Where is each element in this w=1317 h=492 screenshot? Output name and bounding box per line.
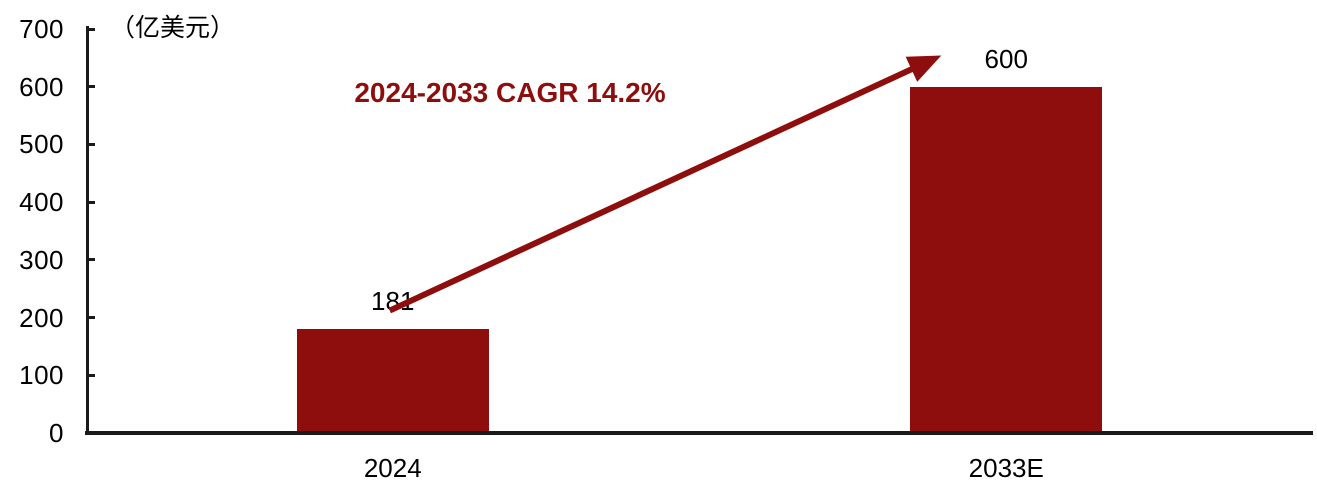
bar-2024	[296, 328, 489, 431]
y-axis-line	[86, 26, 89, 434]
y-axis-tick-label: 600	[19, 71, 64, 102]
y-axis-tick-label: 200	[19, 302, 64, 333]
x-axis-tick-label: 2033E	[968, 453, 1044, 483]
y-axis-tick-mark	[86, 85, 95, 89]
x-axis-tick-label: 2024	[363, 453, 422, 483]
y-axis-tick-label: 0	[49, 418, 64, 448]
x-axis-line	[85, 431, 1313, 435]
bar-value-label: 181	[371, 285, 415, 316]
y-axis-tick-label: 400	[19, 187, 64, 218]
y-axis-tick-label: 300	[19, 244, 64, 275]
cagr-annotation-text: 2024-2033 CAGR 14.2%	[354, 77, 666, 108]
y-axis-tick-mark	[86, 142, 95, 146]
y-axis-tick-label: 700	[19, 14, 64, 44]
y-axis-tick-mark	[86, 316, 95, 320]
bar-value-label: 600	[984, 43, 1028, 74]
y-axis-tick-label: 500	[19, 129, 64, 160]
y-axis-tick-mark	[86, 200, 95, 204]
y-axis-tick-mark	[86, 258, 95, 262]
y-axis-tick-label: 100	[19, 360, 64, 391]
y-axis-tick-mark	[86, 27, 95, 31]
bar-2033E	[910, 86, 1103, 431]
y-axis-unit-label: （亿美元）	[110, 14, 236, 42]
y-axis-tick-mark	[86, 373, 95, 377]
